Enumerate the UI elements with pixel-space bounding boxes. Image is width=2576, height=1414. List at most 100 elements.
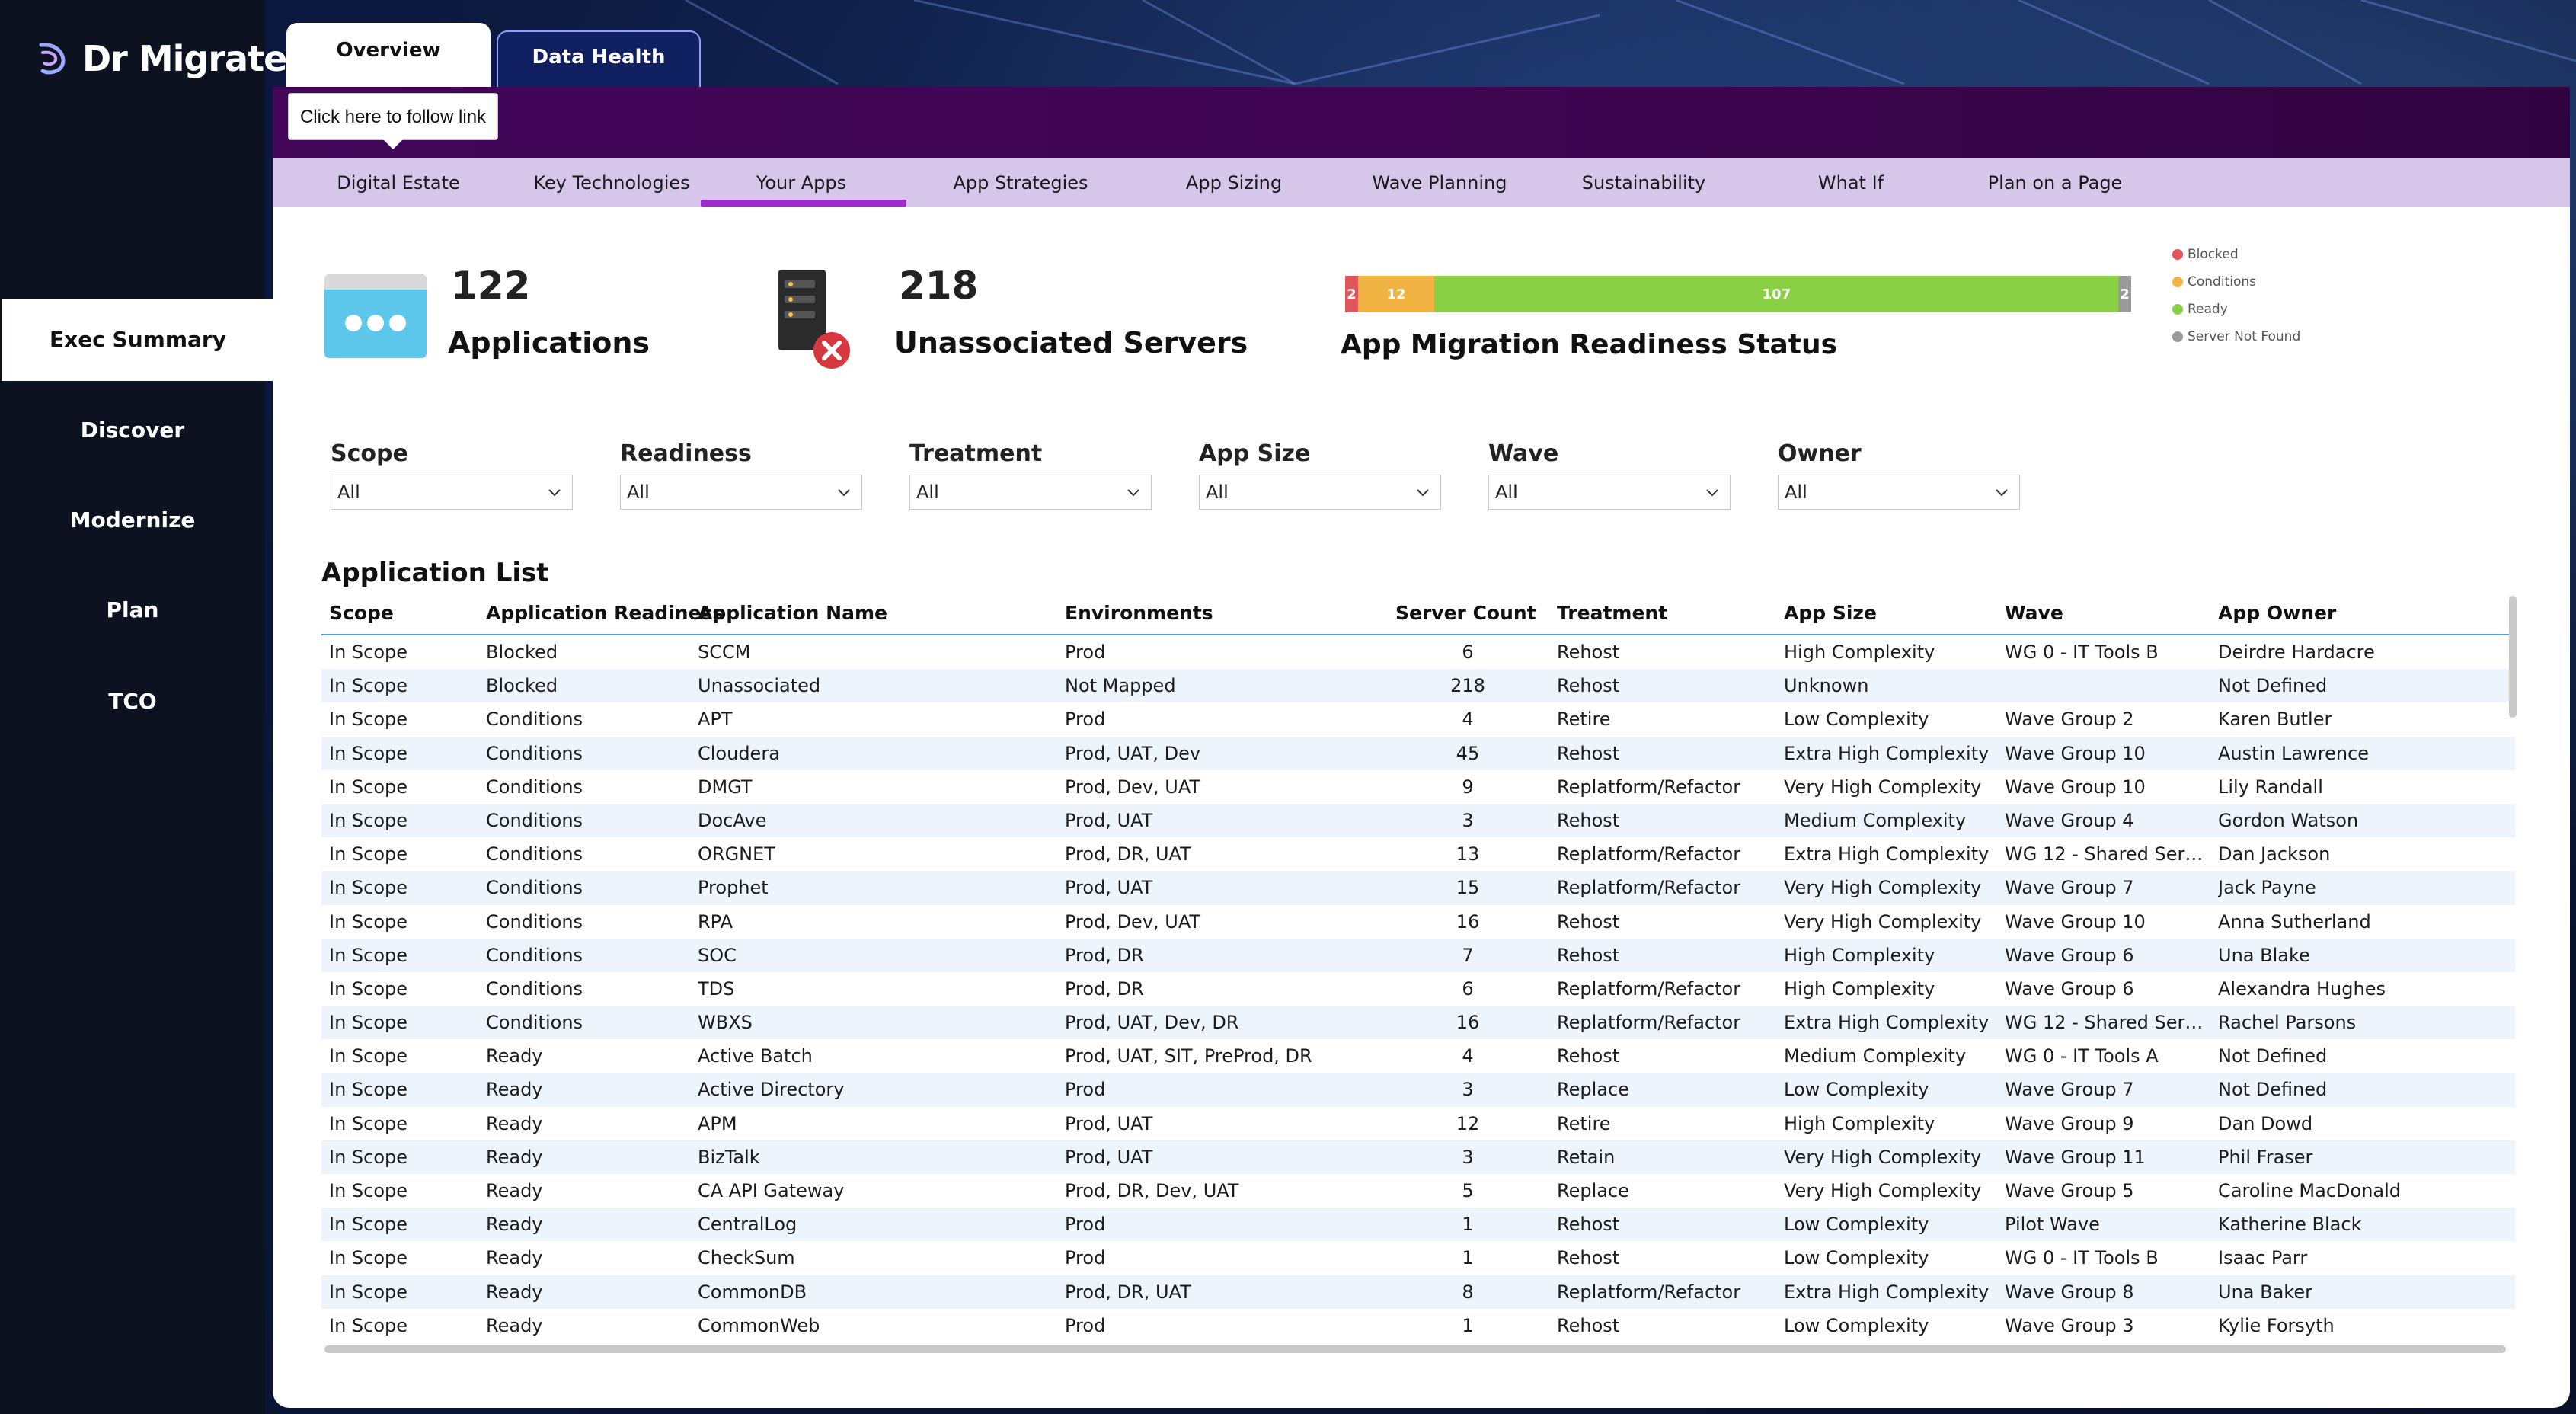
table-cell: Prod, UAT xyxy=(1065,877,1153,899)
table-cell: In Scope xyxy=(329,1214,408,1236)
table-row[interactable]: In Scope Blocked Unassociated Not Mapped 218… xyxy=(321,669,2515,703)
subnav-app-strategies[interactable]: App Strategies xyxy=(953,172,1088,194)
column-header[interactable]: App Size xyxy=(1784,602,1877,624)
sidebar-item-modernize[interactable]: Modernize xyxy=(69,507,196,533)
sidebar-item-plan[interactable]: Plan xyxy=(106,597,159,622)
table-row[interactable]: In Scope Ready BizTalk Prod, UAT 3 Retain Very… xyxy=(321,1140,2515,1174)
column-header[interactable]: Wave xyxy=(2005,602,2063,624)
table-cell: Ready xyxy=(486,1146,543,1168)
table-cell: CheckSum xyxy=(698,1247,795,1269)
table-row[interactable]: In Scope Ready CheckSum Prod 1 Rehost Low Comp… xyxy=(321,1241,2515,1275)
application-list-table: Scope Application Readiness Application Na… xyxy=(321,593,2515,1342)
table-cell: Medium Complexity xyxy=(1784,809,1967,831)
filter-wave: Wave All xyxy=(1488,440,1732,510)
column-header[interactable]: Environments xyxy=(1065,602,1213,624)
table-cell: WG 12 - Shared Servi... xyxy=(2005,1012,2210,1034)
table-cell: Prod, DR, Dev, UAT xyxy=(1065,1180,1239,1201)
table-body: In Scope Blocked SCCM Prod 6 Rehost High Compl… xyxy=(321,635,2515,1342)
table-cell: 4 xyxy=(1462,709,1474,731)
table-row[interactable]: In Scope Ready CentralLog Prod 1 Rehost Low Co… xyxy=(321,1208,2515,1242)
table-row[interactable]: In Scope Conditions APT Prod 4 Retire Low Comp… xyxy=(321,702,2515,737)
subnav-app-sizing[interactable]: App Sizing xyxy=(1185,172,1283,194)
table-row[interactable]: In Scope Conditions WBXS Prod, UAT, Dev, DR… xyxy=(321,1006,2515,1040)
subnav-wave-planning[interactable]: Wave Planning xyxy=(1372,172,1507,194)
table-cell: 45 xyxy=(1456,742,1480,764)
owner-dropdown[interactable]: All xyxy=(1778,475,2020,510)
table-cell: Not Mapped xyxy=(1065,675,1176,697)
table-cell: Rehost xyxy=(1557,1045,1620,1067)
readiness-segment-ready[interactable]: 107 xyxy=(1434,276,2119,312)
sidebar-item-discover[interactable]: Discover xyxy=(80,417,185,443)
table-cell: In Scope xyxy=(329,977,408,1000)
table-cell: In Scope xyxy=(329,910,408,933)
table-row[interactable]: In Scope Conditions SOC Prod, DR 7 Rehost High… xyxy=(321,938,2515,972)
table-row[interactable]: In Scope Ready CommonDB Prod, DR, UAT 8 Repla… xyxy=(321,1275,2515,1309)
column-header[interactable]: Server Count xyxy=(1395,602,1536,624)
tab-overview[interactable]: Overview xyxy=(286,23,491,87)
table-cell: In Scope xyxy=(329,1314,408,1336)
readiness-segment-server-not-found[interactable]: 2 xyxy=(2118,276,2131,312)
table-cell: Low Complexity xyxy=(1784,1314,1929,1336)
dropdown-value: All xyxy=(916,481,939,503)
table-cell: Prod xyxy=(1065,1314,1106,1336)
table-row[interactable]: In Scope Conditions Prophet Prod, UAT 15 Repl… xyxy=(321,871,2515,905)
table-row[interactable]: In Scope Ready Active Batch Prod, UAT, SIT,… xyxy=(321,1039,2515,1073)
chevron-down-icon xyxy=(548,489,561,497)
table-row[interactable]: In Scope Conditions Cloudera Prod, UAT, Dev… xyxy=(321,736,2515,770)
readiness-dropdown[interactable]: All xyxy=(620,475,862,510)
table-cell: Prod, UAT xyxy=(1065,809,1153,831)
table-cell: WG 0 - IT Tools B xyxy=(2005,1247,2159,1269)
readiness-segment-conditions[interactable]: 12 xyxy=(1357,276,1435,312)
sidebar-item-exec-summary[interactable]: Exec Summary xyxy=(2,299,274,381)
dropdown-value: All xyxy=(1206,481,1229,503)
wave-dropdown[interactable]: All xyxy=(1488,475,1731,510)
table-cell: In Scope xyxy=(329,742,408,764)
table-row[interactable]: In Scope Conditions RPA Prod, Dev, UAT 16 Reh… xyxy=(321,904,2515,939)
column-header[interactable]: Treatment xyxy=(1557,602,1668,624)
app-size-dropdown[interactable]: All xyxy=(1199,475,1441,510)
table-cell: Prod, UAT, SIT, PreProd, DR xyxy=(1065,1045,1312,1067)
treatment-dropdown[interactable]: All xyxy=(909,475,1152,510)
column-header[interactable]: Application Readiness xyxy=(486,602,724,624)
table-row[interactable]: In Scope Ready CA API Gateway Prod, DR, Dev… xyxy=(321,1174,2515,1208)
table-cell: Prod, UAT, Dev, DR xyxy=(1065,1012,1239,1034)
table-row[interactable]: In Scope Conditions TDS Prod, DR 6 Replatform… xyxy=(321,971,2515,1006)
table-cell: Rehost xyxy=(1557,910,1620,933)
table-cell: DocAve xyxy=(698,809,767,831)
table-row[interactable]: In Scope Ready CommonWeb Prod 1 Rehost Low Com… xyxy=(321,1308,2515,1342)
table-cell: 12 xyxy=(1456,1112,1480,1134)
table-cell: TDS xyxy=(698,977,735,1000)
table-row[interactable]: In Scope Conditions DocAve Prod, UAT 3 Rehost… xyxy=(321,803,2515,838)
column-header[interactable]: Scope xyxy=(329,602,394,624)
table-cell: Low Complexity xyxy=(1784,1214,1929,1236)
scope-dropdown[interactable]: All xyxy=(331,475,573,510)
brand-logo[interactable]: Dr Migrate xyxy=(37,34,287,84)
subnav-what-if[interactable]: What If xyxy=(1817,172,1884,194)
column-header[interactable]: Application Name xyxy=(698,602,887,624)
table-row[interactable]: In Scope Ready APM Prod, UAT 12 Retire High Co… xyxy=(321,1106,2515,1140)
table-cell: Replace xyxy=(1557,1180,1629,1201)
horizontal-scrollbar[interactable] xyxy=(324,1345,2506,1353)
subnav-your-apps[interactable]: Your Apps xyxy=(756,172,847,194)
table-row[interactable]: In Scope Conditions DMGT Prod, Dev, UAT 9 Rep… xyxy=(321,769,2515,804)
sidebar-item-tco[interactable]: TCO xyxy=(108,689,157,714)
vertical-scrollbar[interactable] xyxy=(2509,596,2517,718)
table-row[interactable]: In Scope Conditions ORGNET Prod, DR, UAT 13 R… xyxy=(321,837,2515,872)
table-row[interactable]: In Scope Ready Active Directory Prod 3 Replac… xyxy=(321,1073,2515,1107)
readiness-stacked-bar[interactable]: 2 12 107 2 xyxy=(1345,276,2131,312)
table-cell: Wave Group 11 xyxy=(2005,1146,2146,1168)
table-cell: In Scope xyxy=(329,709,408,731)
table-cell: Ready xyxy=(486,1281,543,1303)
subnav-sustainability[interactable]: Sustainability xyxy=(1581,172,1706,194)
column-header[interactable]: App Owner xyxy=(2218,602,2337,624)
brand-name: Dr Migrate xyxy=(82,38,287,79)
readiness-segment-blocked[interactable]: 2 xyxy=(1345,276,1358,312)
table-row[interactable]: In Scope Blocked SCCM Prod 6 Rehost High Compl… xyxy=(321,635,2515,670)
table-cell: Prod xyxy=(1065,1214,1106,1236)
subnav-digital-estate[interactable]: Digital Estate xyxy=(337,172,460,194)
table-cell: Dan Jackson xyxy=(2218,843,2331,865)
subnav-plan-on-a-page[interactable]: Plan on a Page xyxy=(1987,172,2123,194)
subnav-key-technologies[interactable]: Key Technologies xyxy=(533,172,690,194)
tab-data-health[interactable]: Data Health xyxy=(497,30,701,87)
